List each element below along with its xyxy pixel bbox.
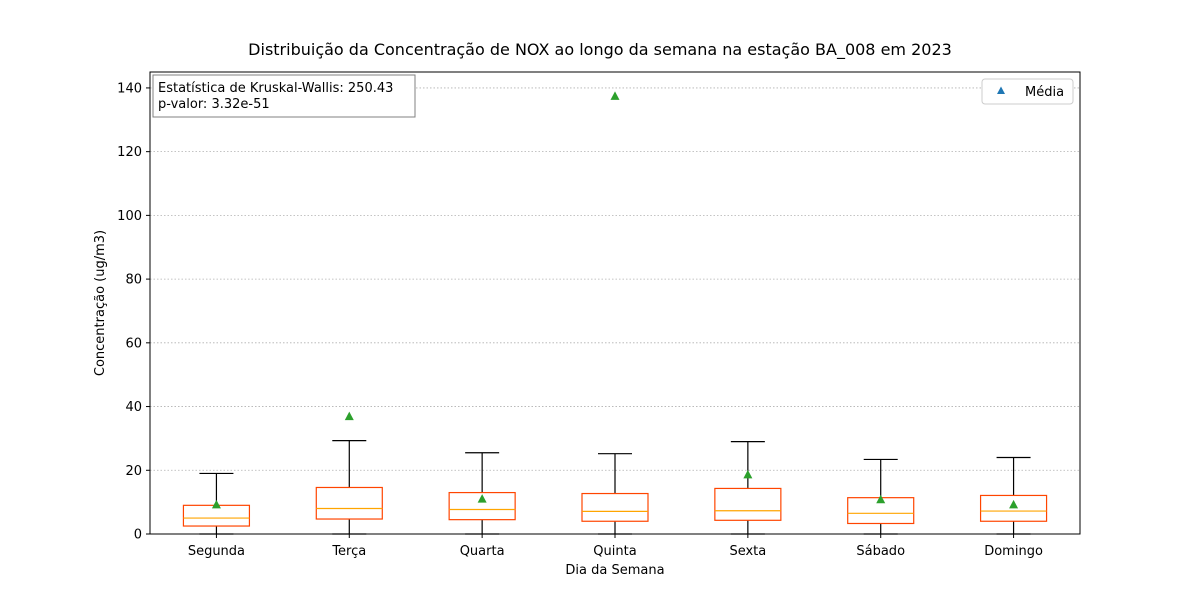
mean-marker [876, 494, 886, 504]
y-tick-label: 140 [117, 81, 142, 96]
iqr-box [581, 492, 649, 522]
y-tick-label: 0 [134, 528, 142, 543]
box-series [182, 91, 1048, 535]
x-tick-label: Sábado [856, 544, 905, 559]
mean-marker [477, 494, 487, 503]
x-tick-label: Segunda [188, 544, 245, 559]
legend-label-mean: Média [1025, 85, 1064, 100]
legend-mean-marker-icon [997, 86, 1005, 94]
y-tick-label: 80 [125, 273, 142, 288]
box-4 [714, 441, 782, 535]
x-tick-label: Terça [331, 544, 366, 559]
iqr-box [448, 491, 516, 521]
mean-marker [1009, 499, 1019, 509]
y-tick-label: 40 [125, 400, 142, 415]
iqr-box [714, 487, 782, 521]
box-5 [847, 458, 915, 535]
iqr-box [979, 494, 1048, 522]
x-tick-label: Domingo [984, 544, 1043, 559]
stats-annotation-line-1: Estatística de Kruskal-Wallis: 250.43 [158, 81, 393, 96]
mean-marker [344, 411, 354, 421]
x-tick-label: Quarta [460, 544, 505, 559]
y-gridlines [150, 87, 1080, 535]
mean-marker [211, 499, 221, 509]
iqr-box [315, 486, 383, 520]
x-axis-label: Dia da Semana [565, 563, 664, 578]
iqr-box [182, 504, 251, 527]
legend: Média [981, 78, 1074, 105]
x-tick-label: Quinta [593, 544, 636, 559]
box-2 [448, 452, 516, 535]
y-tick-label: 20 [125, 464, 142, 479]
y-tick-label: 60 [125, 336, 142, 351]
chart-title: Distribuição da Concentração de NOX ao l… [248, 40, 952, 60]
y-axis: 0 20 40 60 80 100 120 140 [117, 81, 150, 543]
box-3 [581, 91, 649, 535]
box-0 [182, 472, 251, 535]
y-axis-label: Concentração (ug/m3) [93, 230, 108, 376]
y-tick-label: 100 [117, 209, 142, 224]
box-6 [979, 456, 1048, 535]
stats-annotation: Estatística de Kruskal-Wallis: 250.43 p-… [152, 74, 416, 118]
mean-marker [610, 91, 620, 100]
x-axis: Segunda Terça Quarta Quinta Sexta Sábado Domin… [188, 534, 1043, 559]
mean-marker [743, 469, 753, 479]
box-1 [315, 411, 383, 535]
legend-box [981, 78, 1074, 105]
stats-annotation-line-2: p-valor: 3.32e-51 [158, 97, 270, 112]
y-tick-label: 120 [117, 145, 142, 160]
x-tick-label: Sexta [729, 544, 766, 559]
stats-annotation-box [152, 74, 416, 118]
